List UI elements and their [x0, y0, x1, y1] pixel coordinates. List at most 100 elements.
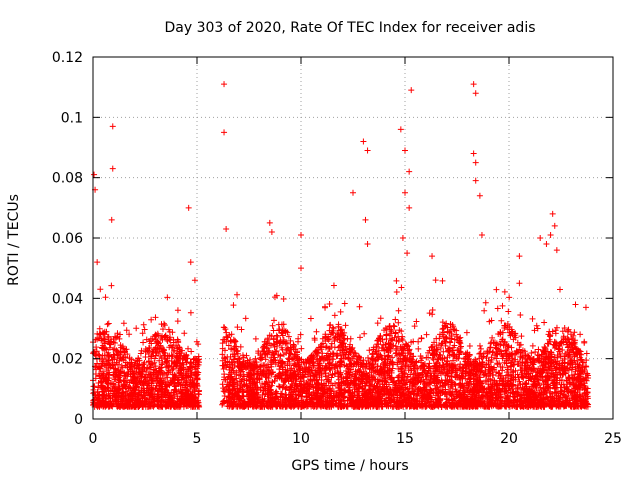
data-point — [111, 354, 118, 361]
data-point — [141, 326, 148, 333]
data-point — [179, 389, 186, 396]
data-point — [191, 383, 198, 390]
data-point — [415, 345, 422, 352]
data-point — [270, 327, 277, 334]
data-point — [138, 347, 145, 354]
data-point — [91, 383, 98, 390]
data-point — [112, 366, 119, 373]
data-point — [189, 403, 196, 410]
data-point — [99, 378, 106, 385]
data-point — [111, 388, 118, 395]
data-point — [96, 325, 103, 332]
data-point — [148, 377, 155, 384]
data-point — [129, 397, 136, 404]
data-point — [171, 347, 178, 354]
data-point — [101, 362, 108, 369]
data-point — [123, 327, 130, 334]
data-point — [135, 355, 142, 362]
data-point — [168, 395, 175, 402]
data-point — [101, 331, 108, 338]
data-point — [108, 282, 115, 289]
data-point — [307, 315, 314, 322]
data-point — [159, 333, 166, 340]
data-point — [164, 357, 171, 364]
data-point — [158, 361, 165, 368]
data-point — [111, 340, 118, 347]
data-point — [114, 391, 121, 398]
data-point — [398, 284, 405, 291]
data-point — [187, 309, 194, 316]
data-point — [181, 330, 188, 337]
data-point — [170, 399, 177, 406]
data-point — [93, 364, 100, 371]
data-point — [126, 392, 133, 399]
data-point — [95, 392, 102, 399]
data-point — [112, 333, 119, 340]
data-point — [90, 349, 97, 356]
data-point — [150, 393, 157, 400]
data-point — [195, 341, 202, 348]
data-point — [497, 341, 504, 348]
data-point — [139, 330, 146, 337]
data-point — [133, 325, 140, 332]
data-point — [108, 336, 115, 343]
data-point — [159, 326, 166, 333]
data-point — [94, 399, 101, 406]
data-point — [152, 371, 159, 378]
data-point — [102, 294, 109, 301]
data-point — [104, 321, 111, 328]
data-point — [117, 342, 124, 349]
data-point — [194, 365, 201, 372]
data-point — [99, 392, 106, 399]
data-point — [168, 352, 175, 359]
data-point — [150, 349, 157, 356]
data-point — [132, 398, 139, 405]
data-point — [146, 391, 153, 398]
data-point — [146, 345, 153, 352]
data-point — [189, 389, 196, 396]
data-point — [113, 334, 120, 341]
data-point — [152, 352, 159, 359]
data-point — [99, 391, 106, 398]
data-point — [280, 295, 287, 302]
data-point — [162, 386, 169, 393]
data-point — [188, 370, 195, 377]
data-point — [393, 277, 400, 284]
data-point — [429, 306, 436, 313]
data-point — [140, 339, 147, 346]
data-point — [108, 380, 115, 387]
data-point — [174, 398, 181, 405]
data-point — [185, 399, 192, 406]
data-point — [126, 331, 133, 338]
data-point — [195, 369, 202, 376]
data-point — [103, 375, 110, 382]
data-point — [193, 373, 200, 380]
data-point — [103, 395, 110, 402]
data-point — [518, 333, 525, 340]
data-point — [154, 391, 161, 398]
data-point — [517, 312, 524, 319]
data-point — [126, 354, 133, 361]
data-point — [429, 311, 436, 318]
data-point — [142, 378, 149, 385]
data-point — [124, 379, 131, 386]
data-point — [175, 381, 182, 388]
data-point — [130, 402, 137, 409]
data-point — [158, 321, 165, 328]
data-point — [117, 368, 124, 375]
data-point — [143, 389, 150, 396]
data-point — [159, 359, 166, 366]
data-point — [175, 339, 182, 346]
data-point — [188, 363, 195, 370]
data-point — [157, 353, 164, 360]
data-point — [134, 360, 141, 367]
data-point — [152, 314, 159, 321]
data-point — [109, 362, 116, 369]
data-point — [107, 394, 114, 401]
data-point — [137, 350, 144, 357]
data-point — [160, 398, 167, 405]
data-point — [166, 328, 173, 335]
data-point — [156, 345, 163, 352]
data-point — [269, 322, 276, 329]
data-point — [129, 371, 136, 378]
